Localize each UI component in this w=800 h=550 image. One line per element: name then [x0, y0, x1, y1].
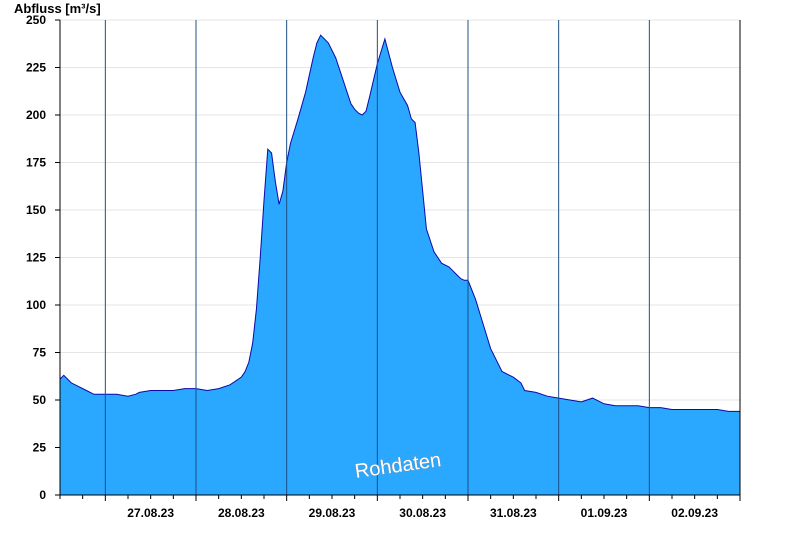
x-tick-label: 29.08.23	[309, 506, 356, 520]
x-tick-label: 31.08.23	[490, 506, 537, 520]
y-tick-label: 50	[33, 393, 47, 407]
x-ticks: 27.08.23 28.08.23 29.08.23 30.08.23 31.08.23…	[59, 495, 741, 520]
x-tick-label: 02.09.23	[671, 506, 718, 520]
y-tick-label: 25	[33, 441, 47, 455]
y-tick-label: 75	[33, 346, 47, 360]
x-tick-label: 30.08.23	[399, 506, 446, 520]
discharge-line	[59, 34, 740, 412]
discharge-area	[59, 34, 740, 495]
x-tick-label: 27.08.23	[127, 506, 174, 520]
discharge-area-fill	[60, 35, 740, 495]
y-tick-label: 225	[26, 61, 46, 75]
y-tick-label: 150	[26, 203, 46, 217]
y-tick-label: 250	[26, 13, 46, 27]
x-tick-label: 01.09.23	[581, 506, 628, 520]
y-tick-label: 100	[26, 298, 46, 312]
y-ticks: 0 25 50 75 100 125 150 175 200 225 250	[26, 13, 60, 502]
y-axis-title: Abfluss [m³/s]	[14, 1, 101, 16]
y-tick-label: 175	[26, 156, 46, 170]
x-tick-label: 28.08.23	[218, 506, 265, 520]
y-tick-label: 200	[26, 108, 46, 122]
day-separators	[104, 20, 650, 495]
y-tick-label: 125	[26, 251, 46, 265]
y-tick-label: 0	[39, 488, 46, 502]
